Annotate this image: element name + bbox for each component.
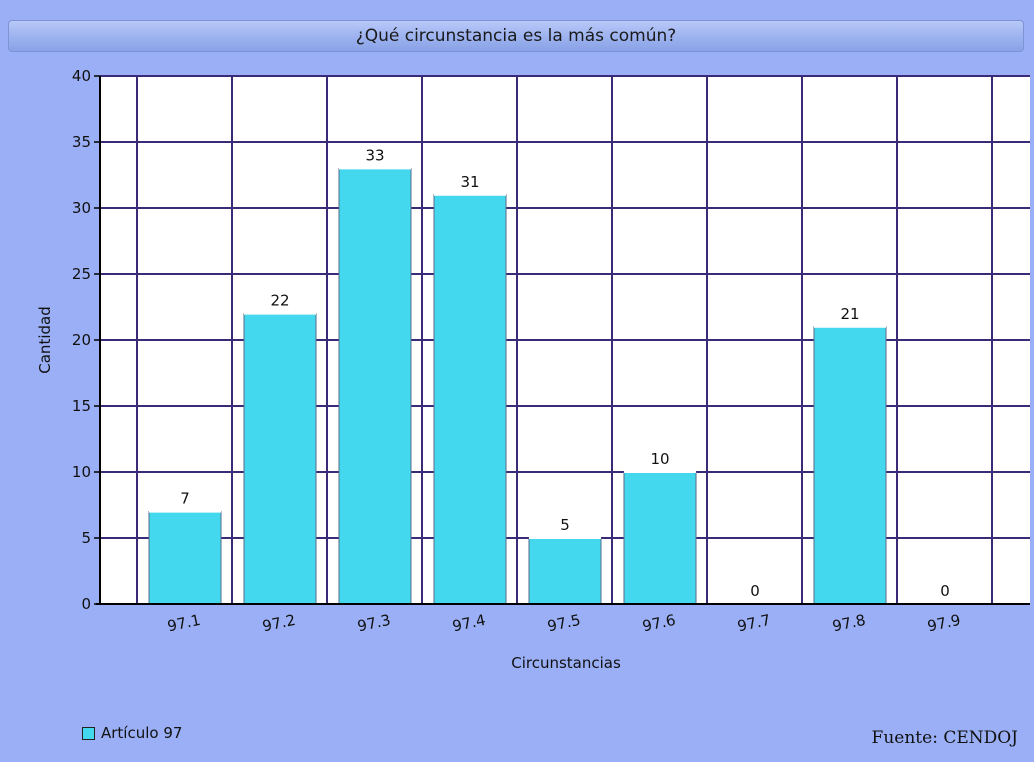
y-tick-label: 10: [72, 463, 91, 481]
bar: [148, 511, 222, 605]
x-tick-label: 97.6: [641, 611, 677, 636]
data-label-bg: [171, 489, 199, 508]
y-tick-label: 25: [72, 265, 91, 283]
data-label-bg: [646, 450, 674, 468]
y-tick-label: 0: [81, 595, 91, 613]
data-label-bg: [931, 582, 959, 600]
bar: [433, 194, 507, 605]
data-label: 31: [460, 173, 479, 191]
legend-swatch: [82, 726, 95, 740]
bar: [528, 537, 602, 605]
data-label-bg: [836, 304, 864, 323]
bar: [338, 167, 412, 605]
y-tick-label: 20: [72, 331, 91, 349]
y-axis-label: Cantidad: [36, 306, 54, 373]
chart-title: ¿Qué circunstancia es la más común?: [8, 20, 1024, 52]
data-label: 0: [940, 582, 950, 600]
data-label: 5: [560, 516, 570, 534]
y-tick-label: 35: [72, 133, 91, 151]
bar: [623, 471, 697, 605]
data-label-bg: [741, 582, 769, 600]
x-tick-label: 97.7: [736, 611, 772, 636]
x-tick-label: 97.3: [356, 611, 392, 636]
data-label: 33: [365, 146, 384, 164]
y-tick-label: 15: [72, 397, 91, 415]
y-tick-label: 30: [72, 199, 91, 217]
x-tick-label: 97.9: [926, 611, 962, 636]
data-label: 7: [180, 490, 190, 508]
data-label: 10: [650, 450, 669, 468]
data-label: 22: [270, 292, 289, 310]
bar: [813, 326, 887, 605]
legend: Artículo 97: [82, 724, 182, 742]
data-label-bg: [551, 516, 579, 534]
y-tick-label: 5: [81, 529, 91, 547]
bar: [243, 313, 317, 605]
x-tick-label: 97.8: [831, 611, 867, 636]
data-label-bg: [266, 291, 294, 310]
legend-label: Artículo 97: [101, 724, 183, 742]
x-tick-label: 97.2: [261, 611, 297, 636]
x-tick-label: 97.1: [166, 611, 202, 636]
data-label-bg: [361, 146, 389, 165]
data-label: 0: [750, 582, 760, 600]
data-label-bg: [456, 172, 484, 191]
x-axis-label: Circunstancias: [511, 654, 621, 672]
y-tick-label: 40: [72, 67, 91, 85]
data-label: 21: [840, 305, 859, 323]
x-tick-label: 97.4: [451, 611, 487, 636]
source-note: Fuente: CENDOJ: [871, 728, 1018, 748]
x-tick-label: 97.5: [546, 611, 582, 636]
